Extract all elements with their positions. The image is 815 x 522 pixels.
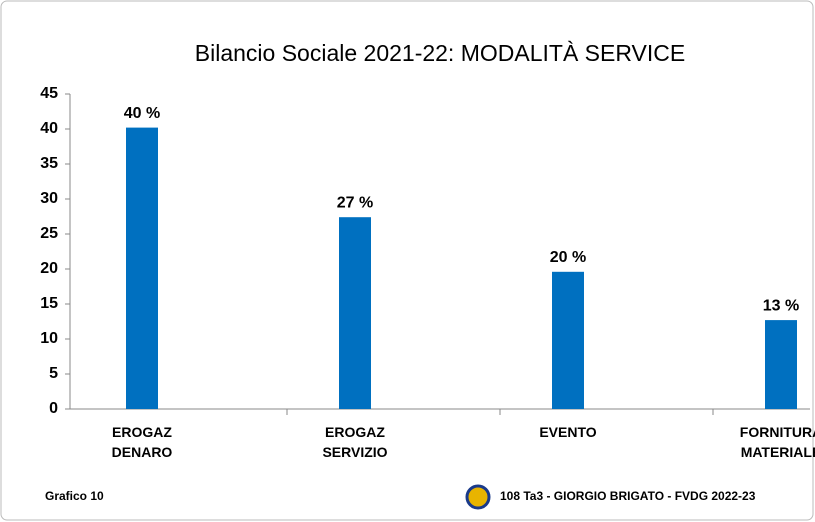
value-label: 20 % — [550, 249, 586, 266]
x-tick-line: SERVIZIO — [322, 444, 387, 460]
lions-logo — [465, 484, 491, 510]
y-tick-label: 40 — [40, 120, 58, 137]
y-tick-label: 25 — [40, 225, 58, 242]
bar — [765, 320, 797, 409]
bar — [552, 271, 584, 409]
bar — [126, 127, 158, 409]
x-tick-label: EROGAZ SERVIZIO — [322, 424, 387, 460]
x-tick-line: EROGAZ — [325, 424, 385, 440]
y-tick-label: 0 — [49, 400, 58, 417]
x-tick-line: DENARO — [112, 444, 173, 460]
y-tick-label: 15 — [40, 295, 58, 312]
bar — [339, 217, 371, 409]
x-tick-line: FORNITURA — [740, 424, 815, 440]
x-tick-label: EVENTO — [539, 424, 596, 440]
footer-note: Grafico 10 — [45, 489, 104, 503]
chart-title: Bilancio Sociale 2021-22: MODALITÀ SERVI… — [195, 40, 685, 66]
y-tick-label: 10 — [40, 330, 58, 347]
y-tick-label: 45 — [40, 85, 58, 102]
value-label: 13 % — [763, 297, 799, 314]
x-tick-label: EROGAZ DENARO — [112, 424, 173, 460]
value-label: 40 % — [124, 105, 160, 122]
x-tick-line: MATERIALE — [741, 444, 815, 460]
value-label: 27 % — [337, 194, 373, 211]
y-tick-label: 5 — [49, 365, 58, 382]
x-tick-label: FORNITURA MATERIALE — [740, 424, 815, 460]
y-tick-label: 35 — [40, 155, 58, 172]
x-tick-line: EVENTO — [539, 424, 596, 440]
y-tick-label: 20 — [40, 260, 58, 277]
y-tick-label: 30 — [40, 190, 58, 207]
footer-credit: 108 Ta3 - GIORGIO BRIGATO - FVDG 2022-23 — [500, 489, 756, 503]
x-tick-line: EROGAZ — [112, 424, 172, 440]
